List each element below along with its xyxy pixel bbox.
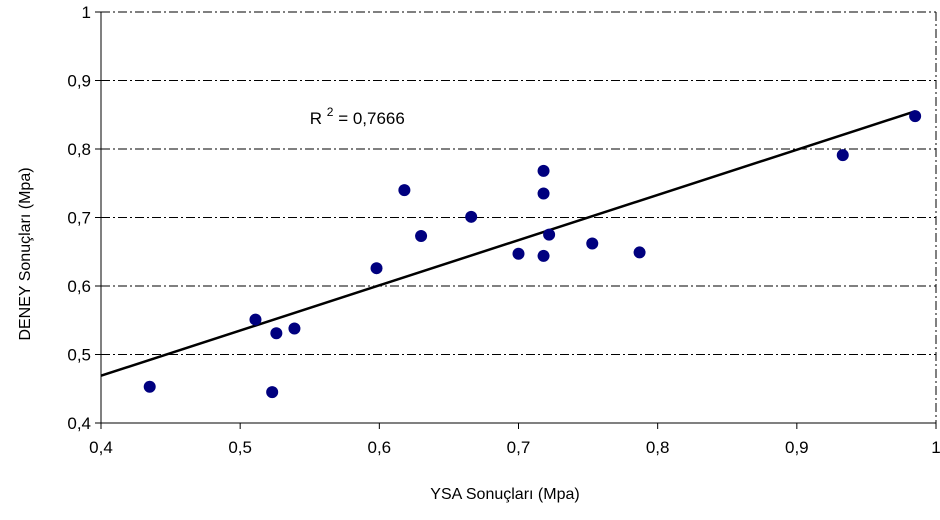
y-axis-title: DENEY Sonuçları (Mpa) (17, 167, 34, 340)
data-point (512, 247, 525, 260)
data-point (143, 380, 156, 393)
tick-labels: 0,4 0,5 0,6 0,7 0,8 0,9 1 0,4 0,5 0,6 0,7 0,8 0,9 1 (67, 3, 940, 457)
x-tick-label: 0,9 (785, 438, 809, 457)
data-point (537, 249, 550, 262)
data-point (270, 327, 283, 340)
trendline-group (100, 110, 916, 377)
data-point (586, 237, 599, 250)
data-point (537, 187, 550, 200)
data-point (537, 164, 550, 177)
data-point (266, 386, 279, 399)
y-tick-label: 0,9 (67, 72, 91, 91)
y-tick-label: 0,8 (67, 140, 91, 159)
r-squared-annotation: R 2 = 0,7666 (310, 101, 405, 128)
y-tick-label: 0,4 (67, 414, 91, 433)
trendline (100, 110, 916, 377)
x-tick-label: 0,5 (228, 438, 252, 457)
data-point (370, 262, 383, 275)
gridlines (101, 11, 937, 423)
x-tick-label: 0,4 (89, 438, 113, 457)
y-tick-label: 0,5 (67, 346, 91, 365)
axes (95, 11, 937, 429)
x-tick-label: 0,6 (368, 438, 392, 457)
y-tick-label: 0,7 (67, 209, 91, 228)
data-point (543, 228, 556, 241)
r-value: = 0,7666 (338, 109, 405, 128)
r-power: 2 (327, 105, 334, 119)
data-point (249, 313, 262, 326)
x-tick-label: 0,7 (507, 438, 531, 457)
data-point (465, 210, 478, 223)
data-point (288, 322, 301, 335)
data-point (836, 149, 849, 162)
data-point (415, 229, 428, 242)
x-tick-label: 1 (931, 438, 940, 457)
data-point (633, 246, 646, 259)
x-tick-label: 0,8 (646, 438, 670, 457)
data-point (398, 184, 411, 197)
r-label: R (310, 109, 322, 128)
x-axis-title: YSA Sonuçları (Mpa) (430, 486, 579, 503)
y-tick-label: 0,6 (67, 277, 91, 296)
data-points (143, 110, 922, 399)
y-tick-label: 1 (82, 3, 91, 22)
data-point (909, 110, 922, 123)
